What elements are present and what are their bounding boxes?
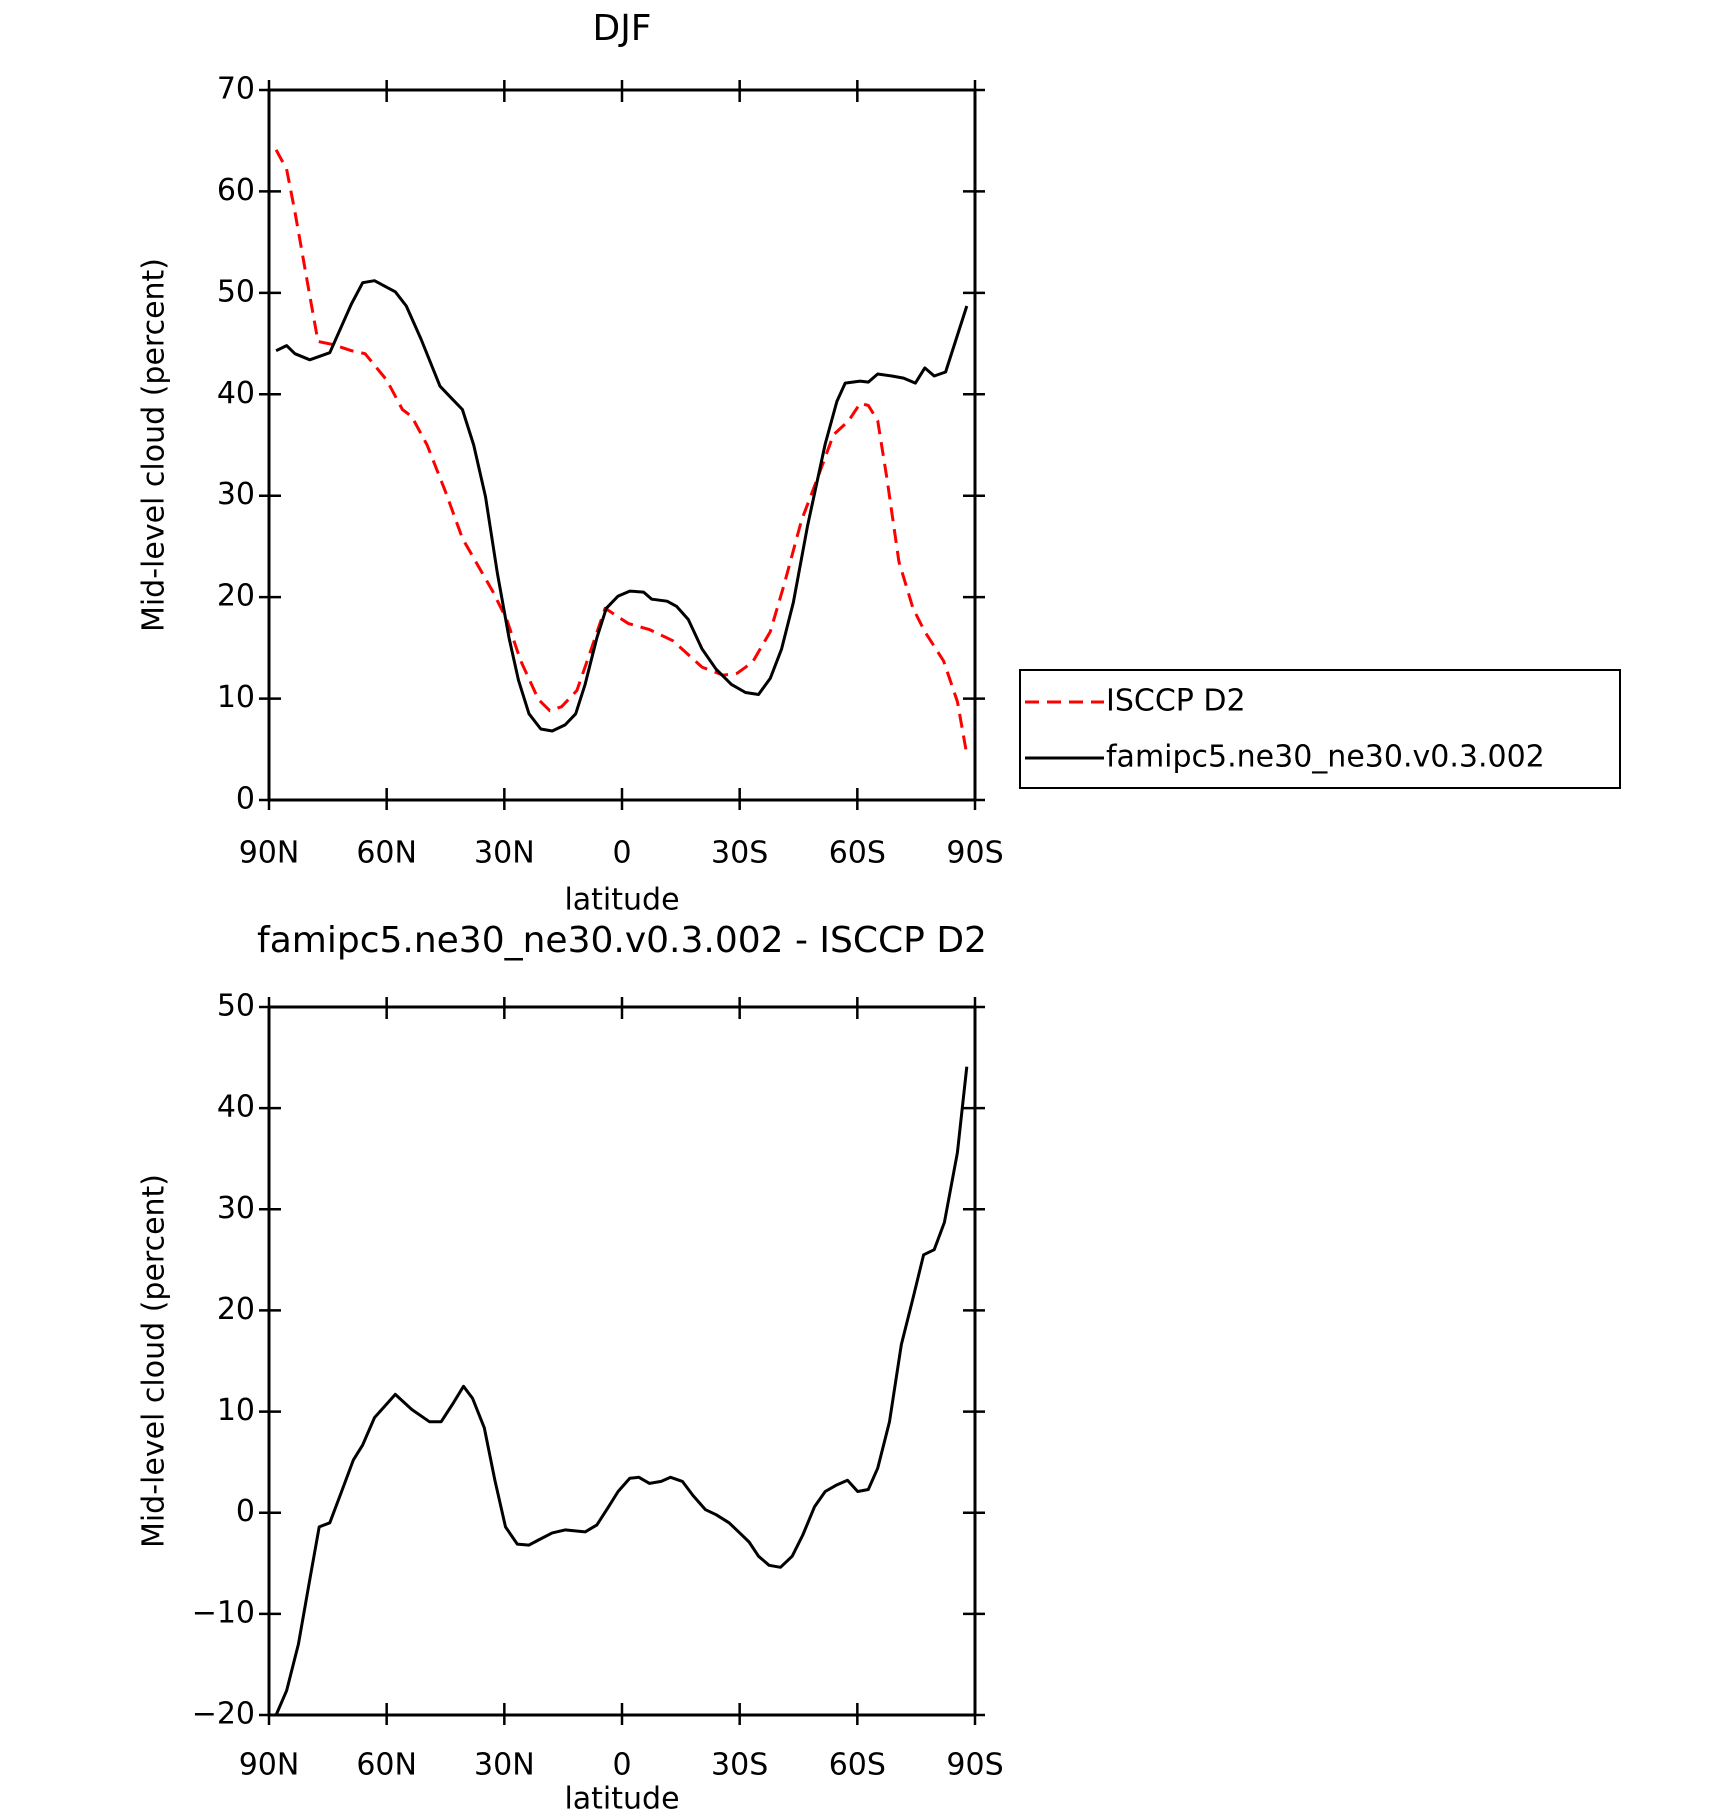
y-tick-label: 0	[236, 1494, 255, 1529]
x-tick-label: 60N	[356, 1748, 417, 1783]
x-tick-label: 60S	[829, 836, 886, 871]
x-axis-label: latitude	[564, 1782, 679, 1816]
plot-frame	[267, 1005, 977, 1717]
x-tick-label: 60N	[356, 836, 417, 871]
x-tick-label: 30N	[474, 1748, 535, 1783]
y-tick-label: 20	[217, 579, 255, 614]
x-tick-label: 0	[612, 1748, 631, 1783]
y-tick-label: 30	[217, 1191, 255, 1226]
y-tick-label: 50	[217, 989, 255, 1024]
y-tick-label: 30	[217, 477, 255, 512]
plot-frame	[267, 88, 977, 802]
y-tick-label: 60	[217, 173, 255, 208]
x-tick-label: 90N	[239, 1748, 300, 1783]
legend-label: famipc5.ne30_ne30.v0.3.002	[1106, 740, 1545, 775]
data-line	[274, 1066, 969, 1716]
y-tick-label: −20	[192, 1697, 255, 1732]
x-tick-label: 30S	[711, 836, 768, 871]
x-tick-label: 60S	[829, 1748, 886, 1783]
y-axis-label: Mid-level cloud (percent)	[137, 258, 172, 632]
y-tick-label: 40	[217, 1090, 255, 1125]
data-line	[274, 149, 969, 755]
chart-title: DJF	[592, 8, 651, 49]
y-tick-label: −10	[192, 1595, 255, 1630]
y-tick-label: 70	[217, 72, 255, 107]
x-tick-label: 30N	[474, 836, 535, 871]
y-axis-label: Mid-level cloud (percent)	[137, 1174, 172, 1548]
x-tick-label: 90N	[239, 836, 300, 871]
legend-label: ISCCP D2	[1106, 684, 1246, 719]
x-tick-label: 90S	[946, 1748, 1003, 1783]
x-axis-label: latitude	[564, 883, 679, 918]
y-tick-label: 10	[217, 1393, 255, 1428]
y-tick-label: 10	[217, 680, 255, 715]
x-tick-label: 30S	[711, 1748, 768, 1783]
x-tick-label: 90S	[946, 836, 1003, 871]
x-tick-label: 0	[612, 836, 631, 871]
y-tick-label: 50	[217, 274, 255, 309]
y-tick-label: 0	[236, 782, 255, 817]
chart-title: famipc5.ne30_ne30.v0.3.002 - ISCCP D2	[257, 920, 987, 961]
y-tick-label: 20	[217, 1292, 255, 1327]
y-tick-label: 40	[217, 376, 255, 411]
legend-box	[1019, 669, 1621, 789]
data-line	[275, 279, 969, 733]
